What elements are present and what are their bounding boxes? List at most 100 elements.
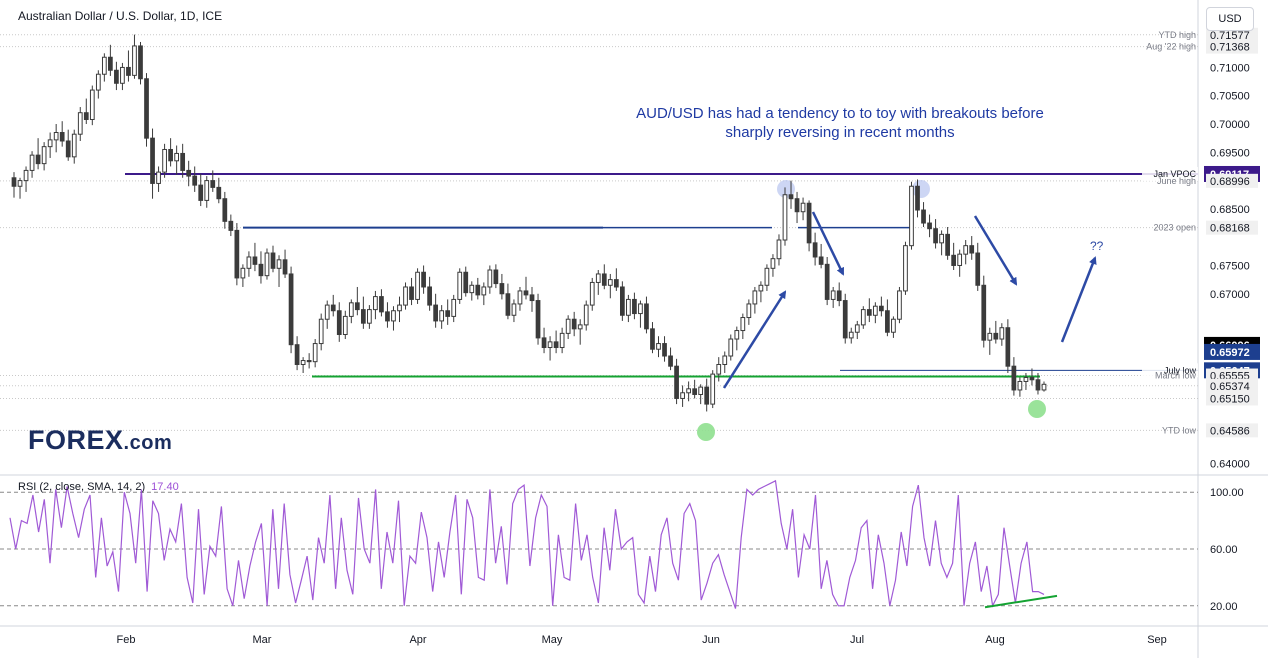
candle (180, 143, 186, 178)
candle (854, 320, 860, 340)
candle (23, 166, 29, 192)
candle-body (186, 169, 192, 177)
candle (872, 302, 878, 324)
candle (409, 277, 414, 306)
candlesticks[interactable] (11, 34, 1047, 412)
candle-body (457, 271, 463, 300)
candle-body (589, 281, 595, 306)
price-label-bg (1206, 39, 1258, 54)
candle (969, 236, 975, 260)
candle (619, 281, 625, 321)
candle (957, 249, 963, 277)
candle (47, 132, 53, 158)
candle (216, 177, 222, 204)
time-tick-label: Feb (117, 634, 136, 646)
price-label-value: 0.71577 (1210, 30, 1250, 42)
candle (710, 370, 716, 409)
candle-body (59, 132, 65, 142)
candle (782, 187, 788, 246)
candle (445, 299, 451, 325)
blue-highlight-circle (777, 180, 795, 198)
rsi-line (9, 479, 1045, 609)
candle-body (162, 148, 167, 173)
candle-body (373, 296, 378, 311)
candle (282, 249, 288, 278)
candle (981, 275, 987, 348)
candle (108, 44, 113, 76)
candle-body (330, 304, 336, 312)
candle-body (23, 169, 29, 182)
rsi-tick-label: 100.00 (1210, 487, 1244, 499)
candle-body (541, 337, 547, 349)
candle-body (360, 309, 366, 324)
candle (59, 121, 65, 147)
candle (601, 264, 607, 290)
candle (336, 302, 342, 342)
rsi-label: RSI (2, close, SMA, 14, 2) 17.40 (18, 481, 179, 493)
candle (541, 327, 547, 354)
candle (583, 300, 589, 331)
candle (860, 306, 866, 329)
candle (415, 268, 420, 304)
candle-body (318, 318, 324, 345)
candle (348, 299, 354, 324)
candle-body (866, 309, 872, 316)
candle (481, 282, 487, 306)
candle (433, 293, 439, 328)
candle-body (872, 305, 878, 316)
candle-body (385, 311, 390, 322)
candle (921, 202, 926, 227)
candle-body (29, 154, 35, 171)
candle (144, 73, 149, 147)
gridlines (0, 34, 1198, 431)
price-label-name: Aug '22 high (1146, 42, 1196, 52)
candle-body (53, 132, 59, 141)
time-tick-label: Aug (985, 634, 1005, 646)
candle (975, 242, 981, 291)
candle (1017, 377, 1023, 397)
candle (644, 296, 649, 334)
candle (198, 173, 204, 207)
candle-body (607, 279, 613, 286)
candle-body (95, 73, 101, 91)
candle-body (11, 177, 17, 187)
candle (692, 379, 698, 399)
candle (132, 34, 137, 79)
candle (668, 347, 673, 371)
candle-body (897, 290, 902, 320)
candle (674, 358, 679, 405)
candle (595, 270, 601, 295)
candle (800, 197, 806, 221)
candle-body (668, 355, 673, 367)
candle-body (204, 180, 210, 201)
candle-body (903, 245, 908, 292)
price-label-name: March low (1155, 371, 1197, 381)
question-marks: ?? (1090, 239, 1104, 253)
candle-body (17, 180, 23, 187)
candle-body (571, 318, 577, 330)
candle (511, 299, 517, 323)
chart-annotation: AUD/USD has had a tendency to to toy wit… (636, 105, 1044, 141)
candle-body (150, 137, 155, 184)
candle-body (1041, 383, 1047, 391)
candle-body (951, 254, 957, 266)
candle (463, 266, 469, 297)
candle-body (692, 388, 698, 395)
candle (740, 313, 746, 340)
candle-body (270, 252, 276, 269)
candle-body (848, 331, 854, 339)
candle (848, 327, 854, 344)
candle-body (306, 360, 312, 363)
candle-body (354, 302, 360, 311)
candle-body (312, 343, 318, 363)
candle-body (656, 343, 661, 350)
price-label-bg (1206, 391, 1258, 406)
candle-body (481, 286, 487, 296)
time-tick-label: Jun (702, 634, 720, 646)
currency-button[interactable]: USD (1206, 7, 1254, 31)
price-label-name: June high (1157, 176, 1196, 186)
candle (776, 234, 782, 266)
candle (716, 357, 722, 382)
candle-body (806, 202, 812, 244)
